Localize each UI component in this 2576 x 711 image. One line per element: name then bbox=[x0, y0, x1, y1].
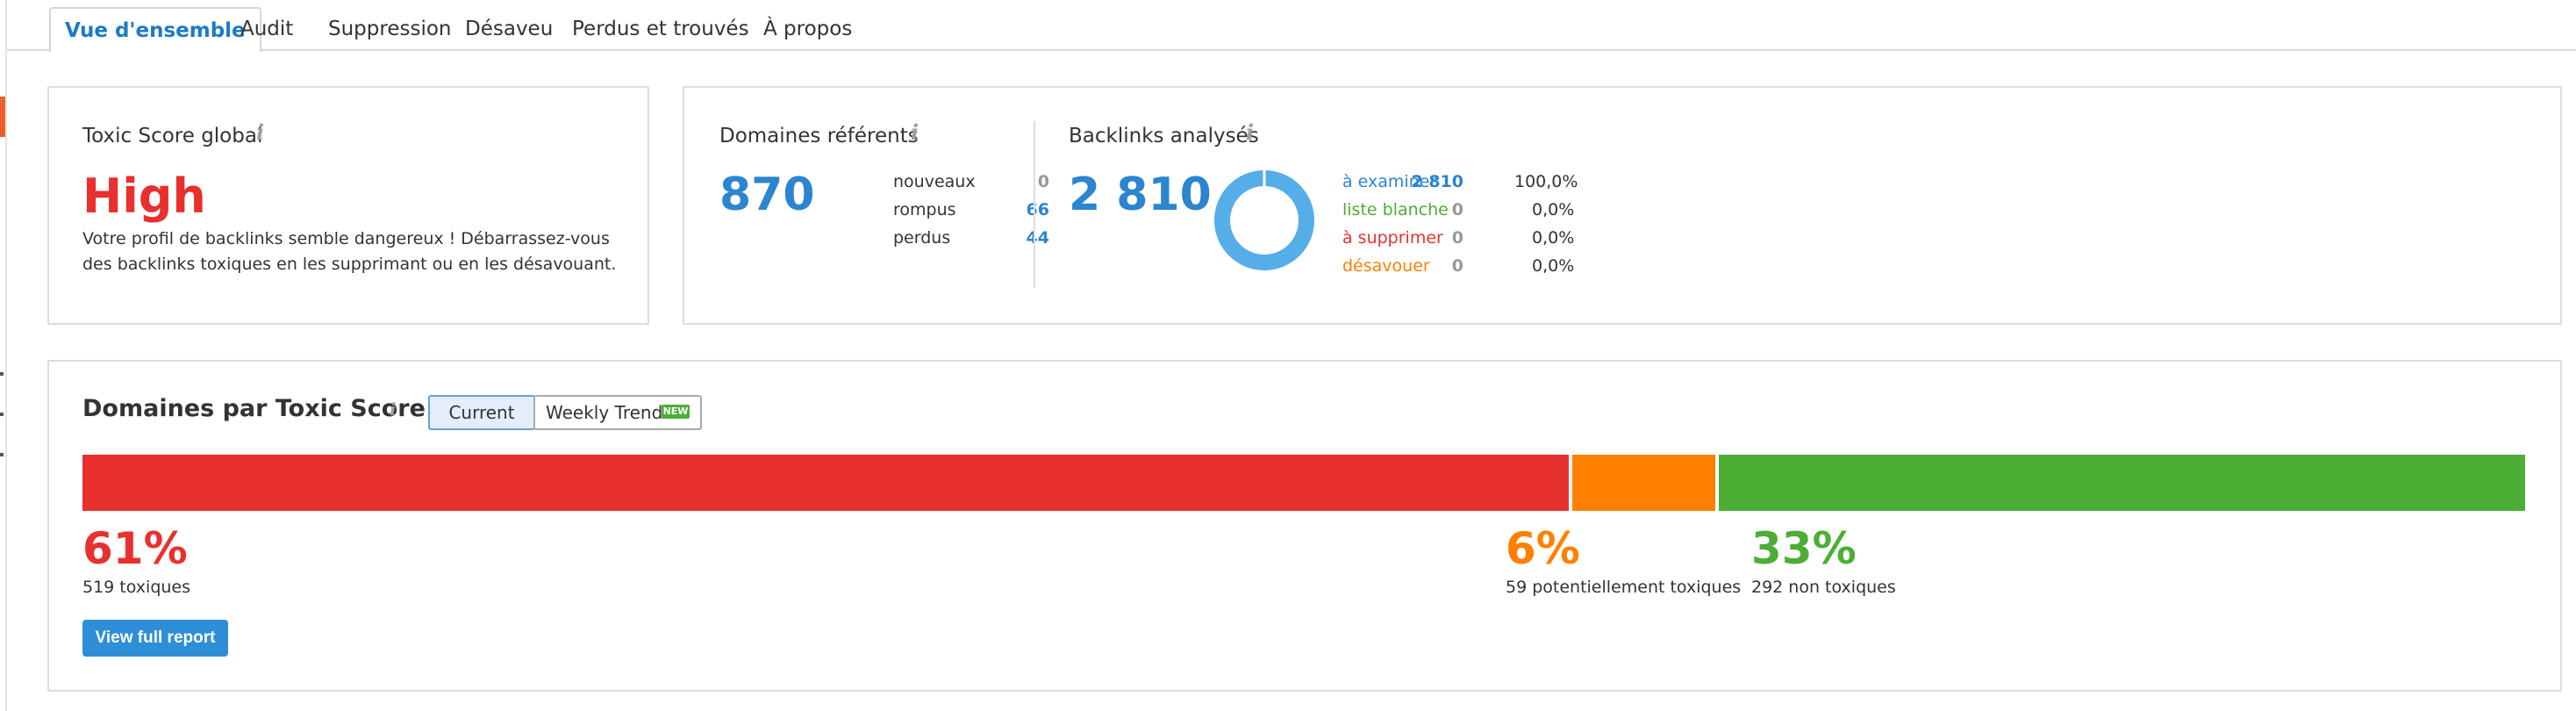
referring-new-label: nouveaux bbox=[893, 172, 976, 191]
status-delete-percent: 0,0% bbox=[1532, 228, 1575, 248]
toxic-count-label: 519 toxiques bbox=[82, 578, 191, 597]
new-badge: NEW bbox=[662, 405, 690, 419]
tab-lost-found[interactable]: Perdus et trouvés bbox=[572, 18, 749, 40]
toxic-score-title: Toxic Score global bbox=[82, 125, 263, 147]
status-disavow-count: 0 bbox=[1451, 256, 1463, 276]
toxic-bar-segment[interactable] bbox=[82, 455, 1570, 511]
referring-broken-label: rompus bbox=[893, 200, 956, 219]
info-icon[interactable]: i bbox=[390, 399, 397, 420]
left-accent-marker bbox=[0, 97, 5, 137]
info-icon[interactable]: i bbox=[1246, 119, 1255, 145]
info-icon[interactable]: i bbox=[911, 119, 919, 145]
status-whitelist-count: 0 bbox=[1451, 200, 1463, 219]
weekly-trend-label: Weekly Trend bbox=[546, 402, 663, 423]
referring-broken-value[interactable]: 66 bbox=[1026, 200, 1049, 219]
toxic-level: High bbox=[82, 169, 206, 224]
divider bbox=[1034, 121, 1035, 288]
left-edge bbox=[0, 0, 7, 711]
tab-overview[interactable]: Vue d'ensemble bbox=[49, 7, 261, 53]
referring-lost-label: perdus bbox=[893, 228, 951, 248]
left-edge-dot bbox=[0, 372, 4, 376]
backlinks-analyzed-title: Backlinks analysés bbox=[1069, 125, 1259, 147]
referring-domains-total[interactable]: 870 bbox=[719, 169, 815, 221]
non-toxic-percent: 33% bbox=[1751, 523, 1857, 574]
toxic-percent: 61% bbox=[82, 523, 188, 574]
status-whitelist-label[interactable]: liste blanche bbox=[1342, 200, 1449, 219]
status-delete-label[interactable]: à supprimer bbox=[1342, 228, 1443, 248]
tab-bar: Vue d'ensemble Audit Suppression Désaveu… bbox=[7, 0, 2576, 53]
status-to-review-percent: 100,0% bbox=[1514, 172, 1578, 191]
left-edge-dot bbox=[0, 413, 4, 416]
status-to-review-count[interactable]: 2 810 bbox=[1411, 172, 1464, 191]
potentially-toxic-bar-segment[interactable] bbox=[1572, 455, 1716, 511]
backlinks-total[interactable]: 2 810 bbox=[1069, 169, 1212, 221]
domains-toxic-score-title: Domaines par Toxic Score bbox=[82, 395, 426, 422]
backlinks-summary-card: Domaines référents i 870 nouveaux 0 romp… bbox=[683, 86, 2562, 325]
tab-about[interactable]: À propos bbox=[763, 18, 853, 40]
view-full-report-button[interactable]: View full report bbox=[82, 620, 228, 657]
status-disavow-percent: 0,0% bbox=[1532, 256, 1575, 276]
info-icon[interactable]: i bbox=[256, 119, 265, 145]
tab-suppression[interactable]: Suppression bbox=[328, 18, 452, 40]
referring-lost-value[interactable]: 44 bbox=[1026, 228, 1049, 248]
status-to-review-label[interactable]: à examiner bbox=[1342, 172, 1437, 191]
tab-audit[interactable]: Audit bbox=[240, 18, 294, 40]
left-edge-dot bbox=[0, 453, 4, 456]
status-delete-count: 0 bbox=[1451, 228, 1463, 248]
referring-domains-title: Domaines référents bbox=[719, 125, 919, 147]
status-whitelist-percent: 0,0% bbox=[1532, 200, 1575, 219]
referring-new-value: 0 bbox=[1037, 172, 1049, 191]
current-toggle-button[interactable]: Current bbox=[428, 395, 535, 430]
toxic-description: Votre profil de backlinks semble dangere… bbox=[82, 229, 617, 274]
donut-chart-icon bbox=[1214, 170, 1314, 270]
status-disavow-label[interactable]: désavouer bbox=[1342, 256, 1430, 276]
potentially-toxic-percent: 6% bbox=[1506, 523, 1580, 574]
non-toxic-bar-segment[interactable] bbox=[1719, 455, 2525, 511]
potentially-toxic-count-label: 59 potentiellement toxiques bbox=[1506, 578, 1742, 597]
toxic-score-card: Toxic Score global i High Votre profil d… bbox=[47, 86, 649, 325]
tab-disavow[interactable]: Désaveu bbox=[465, 18, 554, 40]
non-toxic-count-label: 292 non toxiques bbox=[1751, 578, 1896, 597]
